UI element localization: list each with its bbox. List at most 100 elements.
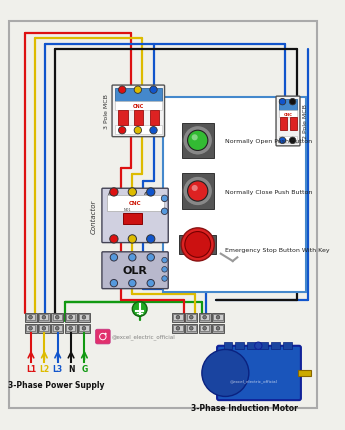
Circle shape [118, 127, 126, 135]
Bar [39, 314, 49, 321]
Circle shape [42, 327, 46, 330]
Bar [115, 89, 162, 101]
Circle shape [181, 228, 214, 261]
Bar [78, 313, 90, 322]
Text: 3 Pole MCB: 3 Pole MCB [104, 94, 109, 129]
Circle shape [150, 127, 157, 135]
Circle shape [150, 87, 157, 94]
Bar [115, 101, 162, 111]
Circle shape [42, 316, 46, 319]
Bar [65, 313, 77, 322]
Bar [181, 174, 214, 209]
Bar [212, 313, 224, 322]
Circle shape [279, 99, 286, 106]
Bar [214, 325, 223, 332]
Circle shape [203, 316, 206, 319]
Circle shape [188, 181, 208, 202]
Circle shape [191, 185, 198, 191]
Bar [200, 325, 209, 332]
Bar [38, 313, 50, 322]
Bar [24, 324, 37, 333]
Bar [53, 314, 62, 321]
Bar [187, 314, 196, 321]
Bar [173, 325, 183, 332]
Bar [118, 111, 128, 126]
FancyBboxPatch shape [102, 189, 168, 243]
Bar [214, 314, 223, 321]
Bar [66, 325, 75, 332]
Text: Contactor: Contactor [91, 199, 97, 233]
Bar [200, 314, 209, 321]
Bar [212, 324, 224, 333]
Circle shape [128, 235, 137, 243]
Circle shape [176, 316, 180, 319]
Bar [163, 98, 306, 293]
Circle shape [82, 316, 86, 319]
Circle shape [134, 127, 141, 135]
Circle shape [183, 126, 213, 156]
Text: A2: A2 [144, 191, 150, 195]
Text: NO1: NO1 [124, 208, 131, 212]
Bar [53, 325, 62, 332]
Bar [298, 370, 311, 376]
Text: L2: L2 [39, 365, 49, 373]
FancyBboxPatch shape [102, 252, 168, 289]
Circle shape [82, 327, 86, 330]
Text: CNC: CNC [284, 112, 293, 117]
Circle shape [279, 138, 286, 144]
Text: A1: A1 [108, 191, 113, 195]
Bar [134, 111, 144, 126]
Circle shape [189, 316, 193, 319]
Circle shape [216, 327, 220, 330]
Circle shape [129, 254, 136, 261]
Bar [259, 342, 268, 350]
Bar [65, 324, 77, 333]
Circle shape [29, 316, 32, 319]
Text: 3-Phase Induction Motor: 3-Phase Induction Motor [191, 403, 298, 412]
Circle shape [162, 276, 167, 282]
Bar [78, 324, 90, 333]
Bar [79, 325, 89, 332]
Bar [24, 313, 37, 322]
Circle shape [110, 188, 118, 197]
Bar [115, 126, 162, 135]
Circle shape [202, 350, 249, 396]
Circle shape [147, 188, 155, 197]
Bar [280, 118, 287, 131]
Circle shape [185, 232, 210, 258]
Circle shape [110, 254, 118, 261]
Circle shape [147, 280, 155, 287]
Bar [123, 214, 141, 224]
Bar [290, 118, 297, 131]
Text: 2 Pole MCB: 2 Pole MCB [303, 104, 308, 139]
FancyBboxPatch shape [276, 97, 300, 147]
Circle shape [162, 258, 167, 263]
Text: G: G [81, 365, 88, 373]
Circle shape [161, 196, 168, 202]
Bar [187, 325, 196, 332]
FancyBboxPatch shape [217, 346, 301, 400]
Circle shape [134, 87, 141, 94]
Bar [199, 313, 210, 322]
Circle shape [110, 280, 118, 287]
Circle shape [56, 327, 59, 330]
Bar [247, 342, 256, 350]
Bar [66, 314, 75, 321]
Bar [172, 313, 184, 322]
Circle shape [162, 267, 167, 273]
Bar [179, 236, 216, 254]
Circle shape [188, 131, 208, 151]
Circle shape [147, 235, 155, 243]
Text: CNC: CNC [133, 104, 144, 109]
Text: N: N [68, 365, 74, 373]
Circle shape [132, 302, 147, 316]
Circle shape [129, 280, 136, 287]
Text: CNC: CNC [129, 201, 141, 206]
Circle shape [161, 209, 168, 215]
Circle shape [118, 87, 126, 94]
Bar [224, 342, 232, 350]
Circle shape [147, 254, 155, 261]
Circle shape [176, 327, 180, 330]
Circle shape [216, 316, 220, 319]
Bar [39, 325, 49, 332]
